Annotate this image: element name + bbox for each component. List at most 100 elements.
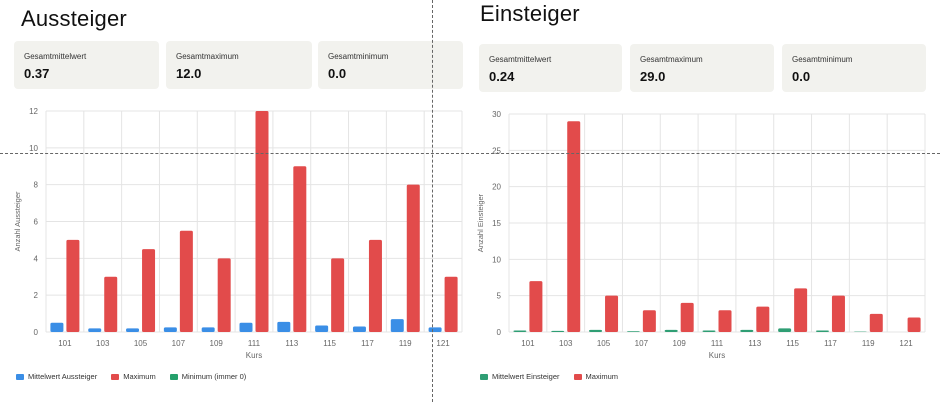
x-tick-label: 117 xyxy=(361,339,374,348)
bar-mean xyxy=(50,322,64,332)
bar-maximum xyxy=(217,258,231,332)
aussteiger-panel: Aussteiger Gesamtmittelwert 0.37 Gesamtm… xyxy=(0,0,463,402)
y-tick-label: 0 xyxy=(34,328,39,337)
aussteiger-title: Aussteiger xyxy=(21,6,127,31)
einsteiger-title: Einsteiger xyxy=(480,1,580,26)
stat-card-gesamtminimum: Gesamtminimum 0.0 xyxy=(318,41,463,89)
legend-label: Mittelwert Aussteiger xyxy=(28,372,98,381)
bar-mean xyxy=(626,331,640,332)
bar-maximum xyxy=(406,184,420,332)
bar-mean xyxy=(390,319,404,332)
bar-maximum xyxy=(605,295,619,332)
bar-mean xyxy=(352,326,366,332)
bar-maximum xyxy=(179,230,193,332)
x-tick-label: 101 xyxy=(58,339,72,348)
vertical-divider xyxy=(432,0,433,402)
bar-maximum xyxy=(293,166,307,332)
y-axis-label: Anzahl Einsteiger xyxy=(476,193,485,252)
bar-mean xyxy=(551,330,565,332)
x-tick-label: 103 xyxy=(559,339,573,348)
x-tick-label: 111 xyxy=(711,339,724,348)
stat-label: Gesamtmittelwert xyxy=(24,52,87,61)
aussteiger-legend: Mittelwert Aussteiger Maximum Minimum (i… xyxy=(16,372,260,381)
bar-mean xyxy=(778,328,792,332)
x-tick-label: 119 xyxy=(862,339,875,348)
bar-mean xyxy=(201,327,215,332)
bar-maximum xyxy=(567,121,581,333)
bar-maximum xyxy=(104,276,118,332)
bar-maximum xyxy=(831,295,845,332)
x-tick-label: 115 xyxy=(323,339,336,348)
legend-item-mittelwert[interactable]: Mittelwert Aussteiger xyxy=(16,372,97,381)
stat-value: 0.0 xyxy=(328,66,347,81)
legend-item-maximum[interactable]: Maximum xyxy=(111,372,156,381)
stat-card-gesamtmaximum: Gesamtmaximum 29.0 xyxy=(630,44,774,92)
x-tick-label: 117 xyxy=(824,339,837,348)
bar-mean xyxy=(664,329,678,332)
bar-maximum xyxy=(529,281,543,332)
bar-maximum xyxy=(331,258,345,332)
bar-mean xyxy=(88,328,102,332)
y-tick-label: 30 xyxy=(492,110,501,119)
bar-mean xyxy=(277,321,291,332)
x-tick-label: 105 xyxy=(134,339,148,348)
legend-label: Maximum xyxy=(585,372,619,381)
legend-swatch-icon xyxy=(573,373,582,380)
legend-swatch-icon xyxy=(480,373,488,380)
legend-label: Maximum xyxy=(123,372,156,381)
y-tick-label: 25 xyxy=(492,146,501,155)
einsteiger-bar-chart: 0 5 10 15 20 25 30 101 103 105 107 109 111 113 115 117 1… xyxy=(476,110,926,360)
x-tick-label: 109 xyxy=(210,339,224,348)
horizontal-divider xyxy=(0,153,940,154)
stat-card-gesamtmittelwert: Gesamtmittelwert 0.37 xyxy=(14,41,159,89)
bar-maximum xyxy=(444,276,458,332)
x-tick-label: 113 xyxy=(748,339,761,348)
x-tick-label: 113 xyxy=(285,339,298,348)
einsteiger-legend: Mittelwert Einsteiger Maximum xyxy=(480,372,632,381)
stat-label: Gesamtminimum xyxy=(792,55,853,64)
stat-value: 0.0 xyxy=(792,69,811,84)
x-tick-label: 105 xyxy=(597,339,611,348)
bar-maximum xyxy=(66,239,80,332)
bar-mean xyxy=(740,329,754,332)
y-tick-label: 10 xyxy=(29,144,38,153)
bar-maximum xyxy=(756,306,770,332)
legend-item-mittelwert[interactable]: Mittelwert Einsteiger xyxy=(480,372,560,381)
bar-maximum xyxy=(907,317,921,332)
bar-mean xyxy=(239,322,253,332)
y-tick-label: 6 xyxy=(34,218,39,227)
bar-maximum xyxy=(794,288,808,332)
y-tick-label: 4 xyxy=(34,254,39,263)
bar-maximum xyxy=(642,310,656,332)
bar-mean xyxy=(428,327,442,332)
x-tick-label: 107 xyxy=(635,339,649,348)
x-tick-label: 103 xyxy=(96,339,110,348)
x-tick-label: 119 xyxy=(399,339,412,348)
x-tick-label: 121 xyxy=(899,339,913,348)
stat-value: 0.37 xyxy=(24,66,50,81)
bar-maximum xyxy=(869,313,883,332)
y-axis-label: Anzahl Aussteiger xyxy=(13,191,22,252)
stat-value: 12.0 xyxy=(176,66,202,81)
stat-label: Gesamtmaximum xyxy=(640,55,703,64)
stat-label: Gesamtminimum xyxy=(328,52,389,61)
y-tick-label: 5 xyxy=(497,292,502,301)
y-tick-label: 12 xyxy=(29,107,38,116)
x-tick-label: 111 xyxy=(248,339,261,348)
stat-label: Gesamtmittelwert xyxy=(489,55,552,64)
stat-value: 0.24 xyxy=(489,69,515,84)
x-tick-label: 101 xyxy=(521,339,535,348)
legend-item-minimum[interactable]: Minimum (immer 0) xyxy=(169,372,247,381)
einsteiger-panel: Einsteiger Gesamtmittelwert 0.24 Gesamtm… xyxy=(434,0,940,402)
legend-label: Mittelwert Einsteiger xyxy=(492,372,560,381)
y-tick-label: 0 xyxy=(497,328,502,337)
bar-maximum xyxy=(368,239,382,332)
bar-mean xyxy=(702,330,716,332)
y-tick-label: 2 xyxy=(34,291,39,300)
stat-card-gesamtmaximum: Gesamtmaximum 12.0 xyxy=(166,41,312,89)
bar-mean xyxy=(126,328,140,332)
legend-item-maximum[interactable]: Maximum xyxy=(573,372,619,381)
x-tick-label: 109 xyxy=(673,339,687,348)
legend-label: Minimum (immer 0) xyxy=(181,372,247,381)
x-tick-label: 107 xyxy=(172,339,186,348)
